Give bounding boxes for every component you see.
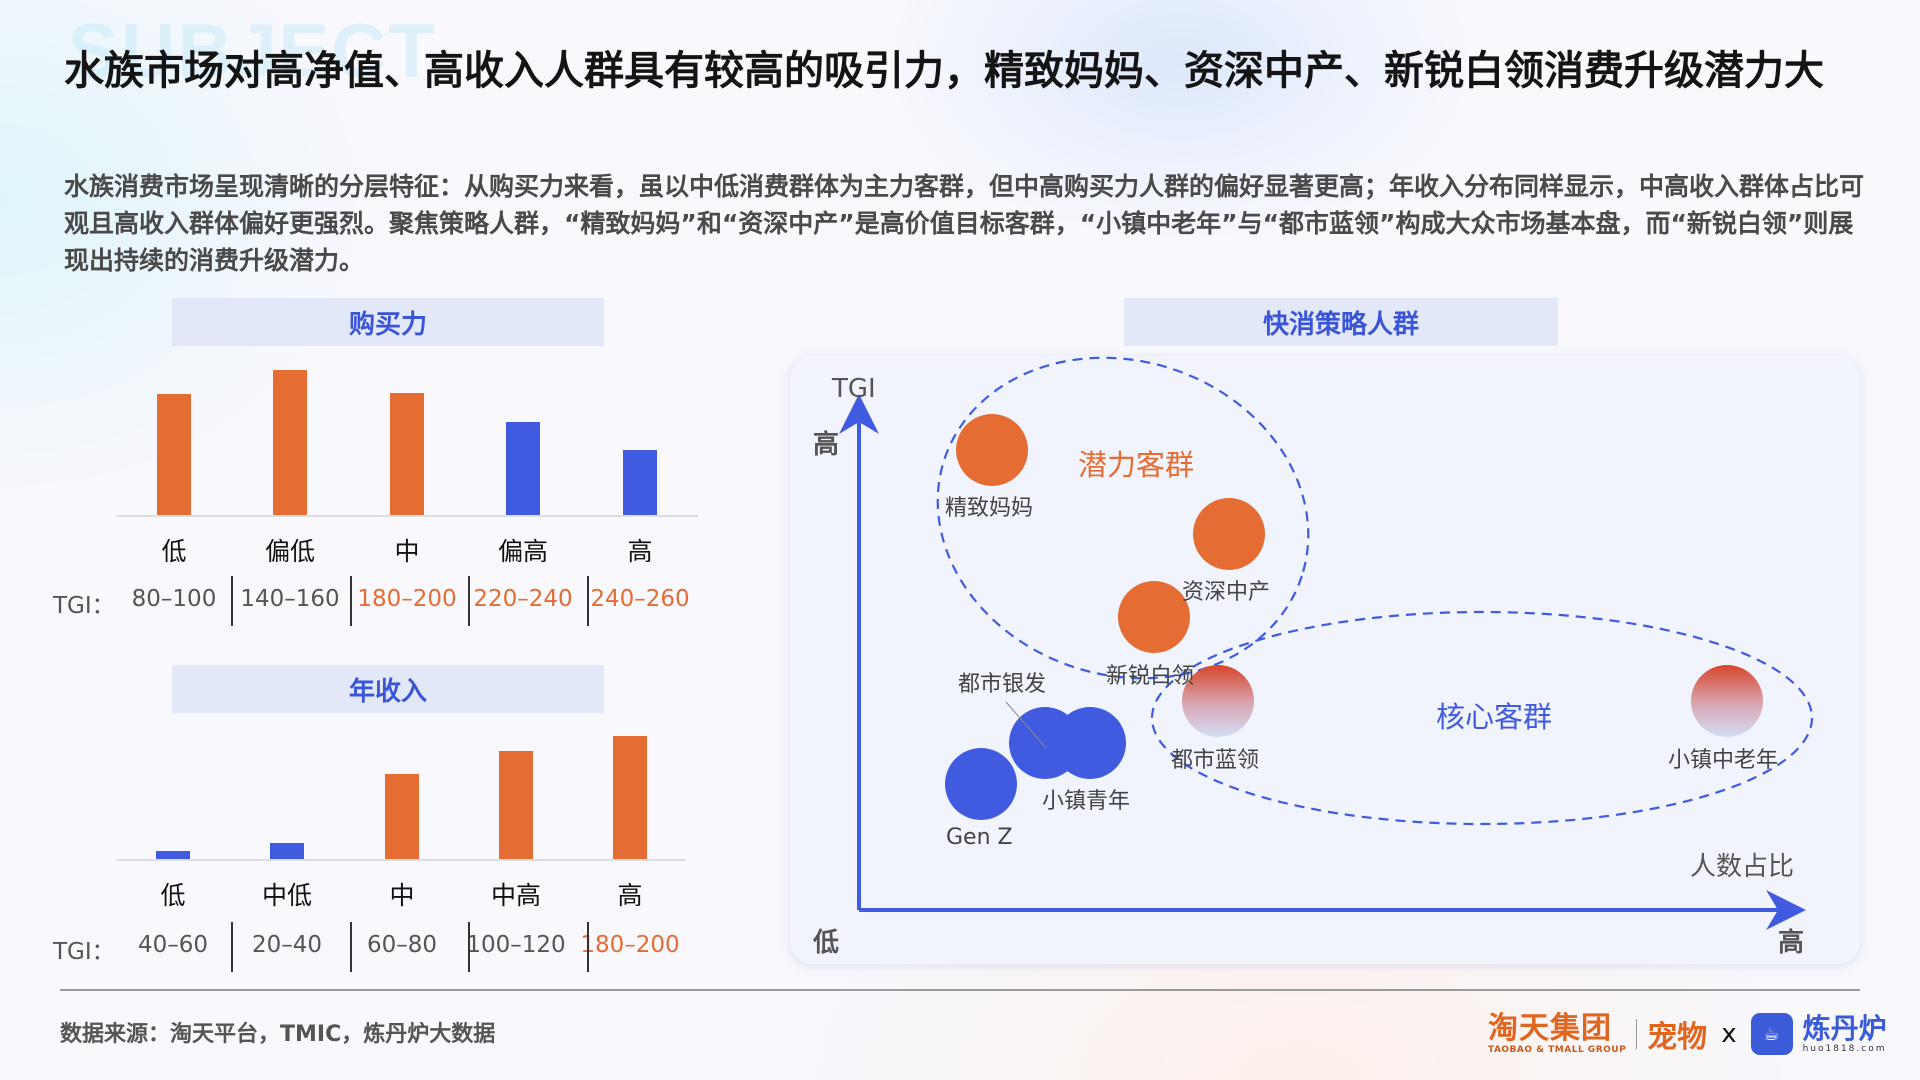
potential-group-label: 潜力客群 [1078,448,1195,482]
bubble-xinrui-bailing [1118,581,1190,653]
bar-4 [623,450,657,515]
tgi-prefix-purchase: TGI： [53,593,115,619]
lianfu-logo: 炼丹炉 huo1818.com [1802,1012,1887,1055]
watermark-text: SUBJECT [68,9,437,94]
y-axis-high-label: 高 [813,430,840,460]
category-label: 中 [394,537,420,566]
label-xiaozhen-qingnian: 小镇青年 [1042,789,1131,814]
collab-x: x [1721,1019,1737,1049]
label-xiaozhen-zhonglaonian: 小镇中老年 [1668,748,1779,773]
category-label: 偏低 [264,537,315,566]
x-axis-low-label: 低 [813,928,840,958]
bar-0 [156,851,190,859]
pet-logo-text: 宠物 [1647,1020,1708,1055]
footer-divider [60,989,1860,991]
tgi-prefix-income: TGI： [53,939,115,965]
bar-1 [273,370,307,515]
page-title: 水族市场对高净值、高收入人群具有较高的吸引力，精致妈妈、资深中产、新锐白领消费升… [64,48,1824,94]
annual-income-header: 年收入 [172,665,604,713]
category-label: 偏高 [497,537,548,566]
chart-baseline [116,515,698,517]
tgi-separator [468,922,470,972]
tgi-range: 180–200 [580,932,680,958]
bar-2 [390,393,424,515]
category-label: 中 [389,881,415,910]
bubble-chart-panel: TGI 高 低 高 人数占比 潜力客群 核心客群 精致妈妈 资深中产 新锐白领 … [790,356,1860,964]
bar-1 [270,843,304,859]
lianfu-logo-text: 炼丹炉 [1802,1012,1887,1045]
label-gen-z: Gen Z [946,825,1013,850]
tgi-separator [350,576,352,626]
footer-logos: 淘天集团 TAOBAO & TMALL GROUP 宠物 x ☕ 炼丹炉 huo… [1488,1012,1887,1056]
bubble-zishen-zhongchan [1193,498,1265,570]
label-xinrui-bailing: 新锐白领 [1106,664,1195,689]
tgi-range: 180–200 [357,586,457,612]
tgi-separator [231,576,233,626]
lianfu-app-icon: ☕ [1750,1013,1793,1055]
tgi-range: 140–160 [240,586,340,612]
fmcg-strategy-header: 快消策略人群 [1124,298,1558,346]
taotian-logo-en: TAOBAO & TMALL GROUP [1488,1045,1627,1055]
bubble-jingzhi-mama [956,414,1028,486]
bar-3 [506,422,540,515]
core-group-outline [1150,610,1814,826]
chart-baseline [116,859,686,861]
bubble-xiaozhen-zhonglaonian [1691,665,1763,737]
bar-2 [385,774,419,859]
dushi-yinfa-leader-line [1005,701,1047,749]
purchase-power-header: 购买力 [172,298,604,346]
tgi-separator [231,922,233,972]
tgi-range: 40–60 [137,932,209,958]
taotian-logo-text: 淘天集团 [1488,1011,1612,1046]
label-zishen-zhongchan: 资深中产 [1182,580,1271,605]
tgi-range: 240–260 [590,586,690,612]
taotian-logo: 淘天集团 TAOBAO & TMALL GROUP [1488,1011,1627,1056]
x-axis-title: 人数占比 [1690,852,1795,882]
category-label: 中低 [261,881,312,910]
tgi-range: 80–100 [131,586,217,612]
bar-3 [499,751,533,859]
tgi-separator [587,922,589,972]
category-label: 低 [160,881,186,910]
tgi-separator [468,576,470,626]
label-jingzhi-mama: 精致妈妈 [945,496,1034,521]
data-source: 数据来源：淘天平台，TMIC，炼丹炉大数据 [60,1022,496,1047]
bubble-gen-z [945,748,1017,820]
tgi-range: 220–240 [473,586,573,612]
bubble-dushi-yinfa [1009,707,1081,779]
label-dushi-yinfa: 都市银发 [958,672,1047,697]
tgi-separator [587,576,589,626]
bar-4 [613,736,647,859]
tgi-range: 100–120 [466,932,566,958]
category-label: 高 [627,537,653,566]
core-group-label: 核心客群 [1436,700,1553,734]
potential-group-outline [936,356,1310,680]
category-label: 低 [161,537,187,566]
category-label: 中高 [490,881,541,910]
tgi-range: 60–80 [366,932,438,958]
label-dushi-lanling: 都市蓝领 [1171,748,1260,773]
lianfu-logo-en: huo1818.com [1802,1044,1887,1054]
category-label: 高 [617,881,643,910]
bubble-chart-graphics [839,356,1814,930]
tgi-separator [350,922,352,972]
bar-0 [157,394,191,515]
x-axis-high-label: 高 [1778,928,1805,958]
bubble-dushi-lanling [1182,665,1254,737]
logo-divider [1636,1019,1638,1049]
page-subtitle: 水族消费市场呈现清晰的分层特征：从购买力来看，虽以中低消费群体为主力客群，但中高… [64,172,1865,275]
tgi-range: 20–40 [251,932,323,958]
y-axis-title: TGI [832,374,876,404]
